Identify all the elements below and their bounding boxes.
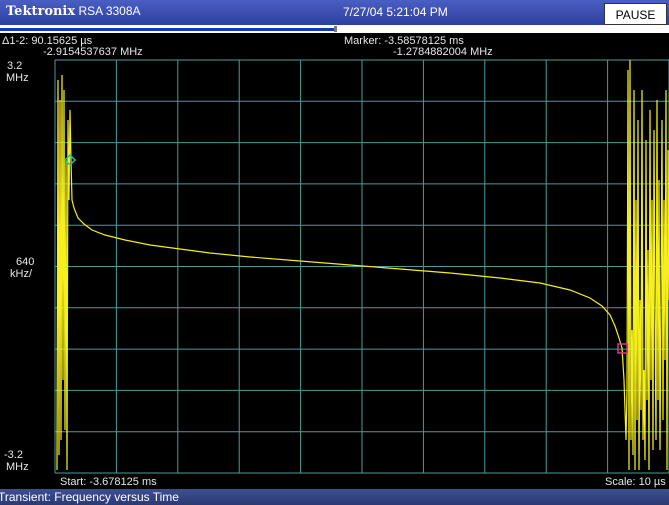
marker-readout-frequency: -1.2784882004 MHz <box>393 46 493 58</box>
y-axis-bottom-unit: MHz <box>6 461 29 473</box>
marker-1-icon <box>63 153 77 167</box>
marker-2-icon <box>617 343 628 354</box>
y-axis-top-value: 3.2 <box>7 60 23 72</box>
y-axis-div-unit: kHz/ <box>10 268 32 280</box>
time-scale-readout: Scale: 10 µs <box>605 476 666 488</box>
acquisition-progress-bar <box>0 25 669 33</box>
progress-fill <box>0 28 335 31</box>
pause-button[interactable]: PAUSE <box>604 3 667 25</box>
marker-readout-time: Marker: -3.58578125 ms <box>344 35 464 47</box>
datetime-label: 7/27/04 5:21:04 PM <box>343 5 448 19</box>
start-time-readout: Start: -3.678125 ms <box>60 476 157 488</box>
brand-label: Tektronix RSA 3308A <box>6 4 141 19</box>
title-bar: Tektronix RSA 3308A 7/27/04 5:21:04 PM P… <box>0 0 669 25</box>
y-axis-div-value: 640 <box>16 256 35 268</box>
delta-readout-time: Δ1-2: 90.15625 µs <box>2 35 93 47</box>
progress-knob <box>333 26 337 32</box>
measurement-mode-label: Transient: Frequency versus Time <box>0 490 179 504</box>
delta-readout-frequency: -2.9154537637 MHz <box>43 46 143 58</box>
model-name: RSA 3308A <box>78 4 141 18</box>
y-axis-top-unit: MHz <box>6 72 29 84</box>
frequency-trace <box>56 59 669 471</box>
status-bar: Transient: Frequency versus Time <box>0 489 669 505</box>
brand-name: Tektronix <box>6 4 76 19</box>
y-axis-bottom-value: -3.2 <box>4 449 23 461</box>
